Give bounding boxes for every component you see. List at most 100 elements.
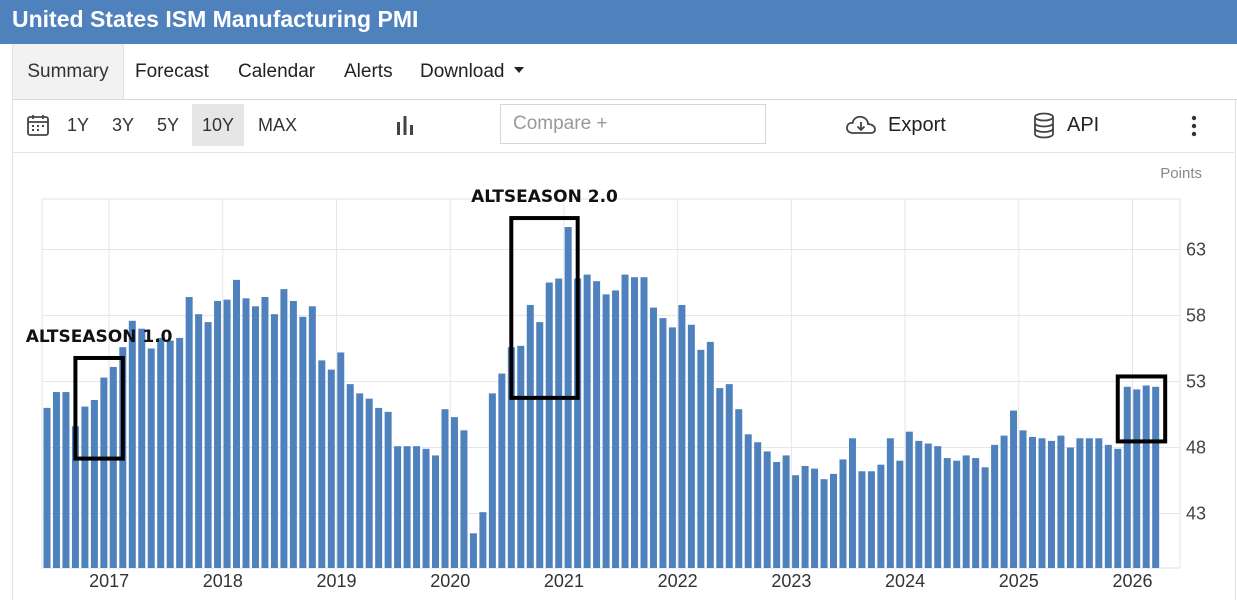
chart-bar xyxy=(299,316,307,568)
range-5y-button[interactable]: 5Y xyxy=(157,115,180,135)
chart-bar xyxy=(403,446,411,568)
chart-bar xyxy=(356,393,364,568)
x-tick-label: 2026 xyxy=(1112,571,1152,591)
chart-bar xyxy=(1133,389,1141,568)
chart-bar xyxy=(280,289,288,568)
chart-bar xyxy=(1038,438,1046,568)
chart-bar xyxy=(507,347,515,568)
chart-bar xyxy=(1095,438,1103,568)
chart-bar xyxy=(953,460,961,568)
chart-bar xyxy=(1000,435,1008,568)
api-button[interactable]: API xyxy=(1067,114,1100,136)
range-10y-button[interactable]: 10Y xyxy=(192,104,245,146)
chart-toolbar: 1Y 3Y 5Y 10Y MAX Export API xyxy=(12,100,1234,153)
tab-summary[interactable]: Summary xyxy=(12,44,124,99)
chart-bar xyxy=(138,328,146,568)
chart-bar xyxy=(384,411,392,568)
chart-bar xyxy=(195,314,203,568)
chart-bar xyxy=(1123,386,1131,568)
chart-bar xyxy=(659,318,667,568)
chevron-down-icon xyxy=(513,66,524,73)
annotation-box xyxy=(509,216,580,400)
plot-area xyxy=(41,198,1181,569)
chart-bar xyxy=(725,384,733,568)
chart-bar xyxy=(754,442,762,568)
chart-bar xyxy=(469,533,477,568)
chart-bar xyxy=(583,274,591,568)
bar-chart-icon[interactable] xyxy=(394,114,416,136)
title-bar: United States ISM Manufacturing PMI xyxy=(0,0,1237,44)
chart-bar xyxy=(536,322,544,568)
tab-download[interactable]: Download xyxy=(420,44,524,99)
range-3y-button[interactable]: 3Y xyxy=(112,115,135,135)
chart-bar xyxy=(687,324,695,568)
chart-bar xyxy=(612,290,620,568)
chart-bar xyxy=(488,393,496,568)
chart-bar xyxy=(270,314,278,568)
chart-bar xyxy=(327,369,335,568)
chart-bar xyxy=(337,352,345,568)
chart-bar xyxy=(109,366,117,568)
database-icon[interactable] xyxy=(1032,112,1056,140)
chart-bar xyxy=(1057,435,1065,568)
chart-bar xyxy=(157,337,165,568)
chart-bar xyxy=(1076,438,1084,568)
chart-bar xyxy=(1142,385,1150,568)
annotation-label: ALTSEASON 2.0 xyxy=(471,187,618,207)
chart-bar xyxy=(432,455,440,568)
chart-bar xyxy=(649,307,657,568)
y-tick-label: 58 xyxy=(1186,306,1206,326)
chart-bar xyxy=(782,455,790,568)
chart-bar xyxy=(441,409,449,568)
chart-bar xyxy=(251,306,259,568)
x-tick-label: 2021 xyxy=(544,571,584,591)
chart-bar xyxy=(1029,436,1037,568)
chart-bar xyxy=(223,299,231,568)
compare-input[interactable] xyxy=(500,104,766,144)
chart-bar xyxy=(1047,440,1055,568)
chart-bar xyxy=(678,304,686,568)
range-max-button[interactable]: MAX xyxy=(258,115,298,135)
y-unit-label: Points xyxy=(1160,165,1202,182)
tab-forecast[interactable]: Forecast xyxy=(135,61,209,82)
chart-bar xyxy=(593,281,601,568)
chart-bar xyxy=(214,300,222,568)
tab-calendar[interactable]: Calendar xyxy=(238,61,316,82)
chart-bar xyxy=(631,277,639,568)
chart-bar xyxy=(289,300,297,568)
chart-bar xyxy=(413,446,421,568)
chart-bar xyxy=(43,407,51,568)
x-tick-label: 2022 xyxy=(658,571,698,591)
chart-bar xyxy=(697,349,705,568)
chart-bar xyxy=(242,298,250,568)
chart-bar xyxy=(81,406,89,568)
chart-bar xyxy=(905,431,913,568)
x-tick-label: 2017 xyxy=(89,571,129,591)
calendar-icon[interactable] xyxy=(26,113,50,137)
chart-bar xyxy=(318,360,326,568)
chart-bar xyxy=(128,320,136,568)
chart-bar xyxy=(460,430,468,568)
chart-bar xyxy=(839,459,847,568)
chart-bar xyxy=(375,407,383,568)
chart-bar xyxy=(62,392,70,568)
x-tick-label: 2024 xyxy=(885,571,925,591)
annotation-box xyxy=(73,355,125,461)
chart-bar xyxy=(867,471,875,568)
chart-bar xyxy=(621,274,629,568)
tab-alerts[interactable]: Alerts xyxy=(344,61,393,82)
export-button[interactable]: Export xyxy=(888,114,946,136)
y-tick-label: 53 xyxy=(1186,372,1206,392)
chart-frame xyxy=(12,100,1236,600)
x-tick-label: 2019 xyxy=(316,571,356,591)
chart-bar xyxy=(1066,447,1074,568)
chart-bar xyxy=(365,398,373,568)
more-options-icon[interactable] xyxy=(1188,115,1200,137)
chart-bar xyxy=(517,345,525,568)
chart-bar xyxy=(848,438,856,568)
chart-bar xyxy=(943,458,951,568)
chart-bar xyxy=(1104,444,1112,568)
y-tick-label: 43 xyxy=(1186,504,1206,524)
range-1y-button[interactable]: 1Y xyxy=(67,115,90,135)
cloud-download-icon[interactable] xyxy=(845,113,877,137)
